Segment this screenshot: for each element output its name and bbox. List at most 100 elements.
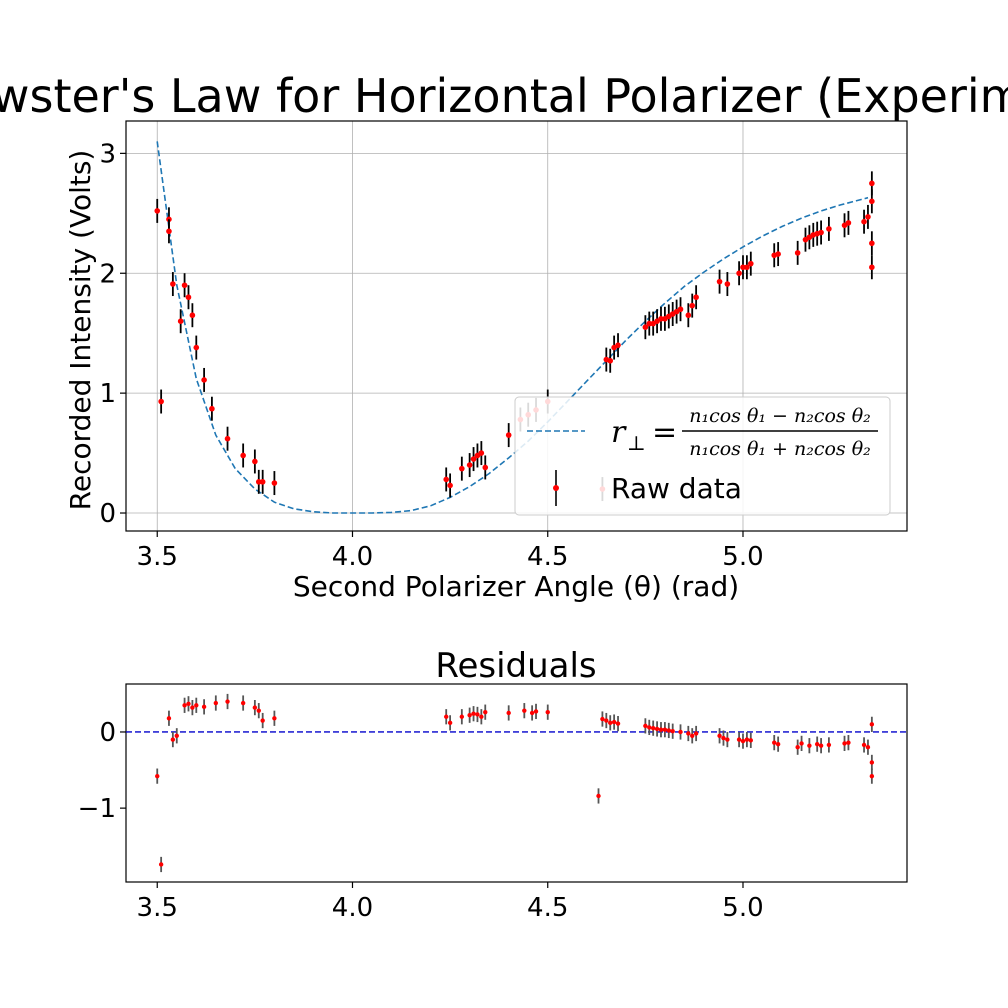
residual-point xyxy=(475,712,480,717)
residual-point xyxy=(190,705,195,710)
residual-point xyxy=(615,721,621,726)
residual-point xyxy=(604,718,609,723)
main-x-tick-label: 4.0 xyxy=(332,542,373,572)
raw-data-point xyxy=(615,342,621,348)
residual-point xyxy=(155,773,160,779)
legend-fit-formula: r ⊥ = n₁cos θ₁ − n₂cos θ₂ n₁cos θ₁ + n₂c… xyxy=(611,405,878,460)
residual-point xyxy=(670,729,675,734)
raw-data-point xyxy=(189,312,196,319)
residual-point xyxy=(666,728,671,733)
fit-curve xyxy=(156,141,869,514)
residual-point xyxy=(459,714,465,719)
residual-point xyxy=(799,741,804,746)
residuals-title: Residuals xyxy=(435,646,596,686)
residual-point xyxy=(717,733,722,738)
raw-data-point xyxy=(255,479,262,485)
raw-data-point xyxy=(775,251,781,257)
residual-point xyxy=(869,773,875,779)
residual-point xyxy=(826,742,832,748)
residual-point xyxy=(795,745,800,750)
residual-point xyxy=(608,720,613,726)
raw-data-point xyxy=(869,240,875,247)
residual-point xyxy=(194,703,199,708)
residuals-axis-ticks: 3.5 4.0 4.5 5.0 0 −1 xyxy=(78,718,764,923)
residual-point xyxy=(678,729,683,735)
raw-data-point xyxy=(642,324,649,330)
residual-point xyxy=(643,723,648,729)
main-y-tick-label: 2 xyxy=(99,259,116,289)
raw-data-point xyxy=(740,264,746,271)
raw-data-point xyxy=(177,318,184,325)
residuals-y-tick-label: −1 xyxy=(78,794,116,824)
legend-raw-data-marker xyxy=(553,485,559,491)
residual-point xyxy=(201,704,207,710)
raw-data-point xyxy=(607,357,614,364)
raw-data-point xyxy=(209,405,215,412)
residuals-plot-frame xyxy=(125,683,908,883)
raw-data-point xyxy=(689,302,696,309)
residuals-y-tick-label: 0 xyxy=(99,718,116,748)
raw-data-point xyxy=(478,450,485,456)
residual-point xyxy=(213,700,219,706)
main-chart-title: Brewster's Law for Horizontal Polarizer … xyxy=(0,69,1008,123)
legend-box xyxy=(514,396,891,516)
residual-point xyxy=(596,793,601,799)
residual-point xyxy=(861,742,867,748)
residual-point xyxy=(647,725,652,730)
residual-point xyxy=(444,714,449,719)
raw-data-point xyxy=(158,398,164,405)
main-x-tick-label: 5.0 xyxy=(722,542,763,572)
residual-point xyxy=(611,719,617,725)
residual-point xyxy=(748,738,753,743)
residual-point xyxy=(744,737,750,742)
raw-data-point xyxy=(181,282,188,289)
raw-data-point xyxy=(240,452,246,459)
raw-data-point xyxy=(693,294,699,301)
residual-point xyxy=(818,743,824,748)
residual-point xyxy=(225,699,230,704)
legend-formula-denominator: n₁cos θ₁ + n₂cos θ₂ xyxy=(689,438,871,460)
residual-point xyxy=(506,710,511,716)
raw-data-point xyxy=(447,482,453,489)
residual-point xyxy=(865,745,871,750)
residual-point xyxy=(471,711,476,716)
residual-point xyxy=(662,727,668,732)
raw-data-point xyxy=(744,264,750,271)
main-y-tick-label: 0 xyxy=(99,499,116,529)
main-x-tick-label: 3.5 xyxy=(137,542,178,572)
raw-data-point xyxy=(459,465,465,472)
residual-point xyxy=(736,737,742,742)
raw-data-point xyxy=(259,479,266,485)
residual-point xyxy=(690,733,695,738)
raw-data-point xyxy=(869,198,875,205)
residual-point xyxy=(467,713,472,718)
raw-data-point xyxy=(185,294,192,301)
residual-point xyxy=(775,741,781,747)
raw-data-point xyxy=(826,226,832,232)
residual-point xyxy=(166,716,172,721)
raw-data-point xyxy=(865,214,871,220)
legend-formula-equals: = xyxy=(652,415,677,450)
residual-point xyxy=(721,735,726,741)
raw-data-point xyxy=(869,180,875,187)
main-grid xyxy=(126,121,907,531)
raw-data-point xyxy=(716,278,723,285)
raw-data-point xyxy=(466,462,473,468)
legend-raw-data-label: Raw data xyxy=(611,472,742,505)
raw-data-point xyxy=(736,270,742,277)
raw-data-point xyxy=(818,229,824,236)
raw-data-point xyxy=(505,432,512,438)
residual-point xyxy=(174,733,179,738)
raw-data-point xyxy=(724,281,731,287)
residual-point xyxy=(842,741,847,746)
raw-data-point xyxy=(166,228,172,235)
residual-point xyxy=(522,708,527,713)
residual-point xyxy=(252,705,258,710)
residual-point xyxy=(650,725,656,731)
residuals-x-tick-label: 5.0 xyxy=(722,893,763,923)
main-y-tick-label: 1 xyxy=(99,379,116,409)
residual-point xyxy=(240,700,246,706)
residual-point xyxy=(686,731,691,736)
residual-point xyxy=(256,708,261,713)
